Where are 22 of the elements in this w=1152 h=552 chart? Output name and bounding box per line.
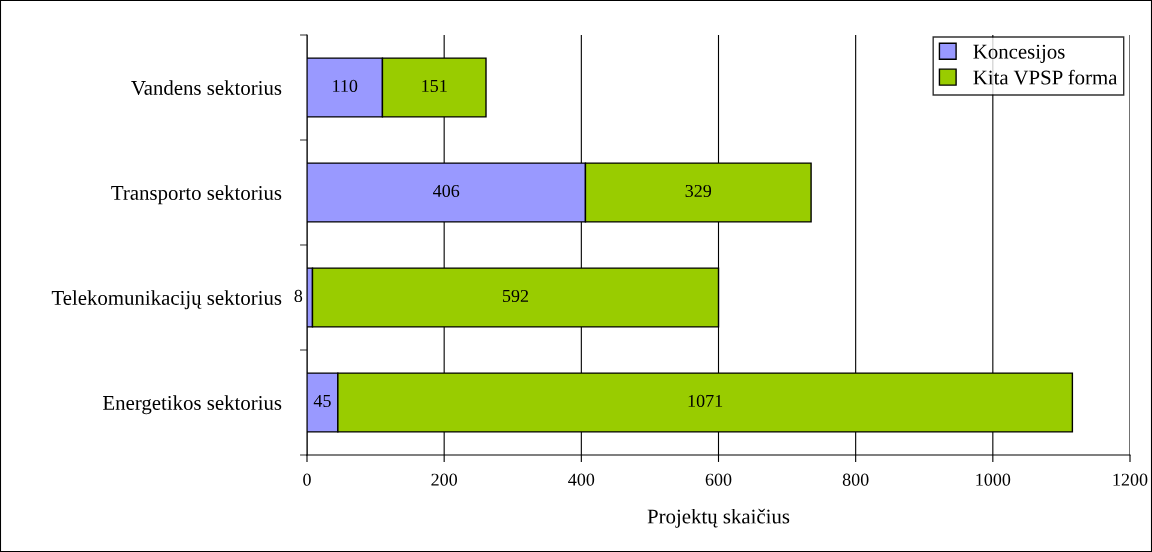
data-label: 110 [333, 79, 358, 93]
data-label: 592 [503, 289, 529, 303]
data-label: 406 [433, 184, 460, 198]
y-tick-label: Energetikos sektorius [103, 395, 282, 415]
x-tick-label: 0 [303, 473, 311, 486]
x-tick-label: 400 [568, 473, 595, 486]
legend-label: Koncesijos [973, 44, 1065, 63]
x-tick-label: 600 [705, 473, 732, 486]
data-label: 45 [313, 394, 331, 408]
x-tick-label: 1000 [976, 473, 1011, 486]
data-label: 329 [685, 184, 712, 198]
x-tick-label: 200 [431, 473, 458, 486]
data-label: 8 [294, 289, 303, 303]
y-tick-label: Vandens sektorius [131, 80, 282, 96]
x-axis-title: Projektų skaičius [647, 508, 790, 528]
y-tick-label: Telekomunikacijų sektorius [51, 290, 282, 310]
legend-label: Kita VPSP forma [973, 69, 1118, 85]
data-label: 151 [422, 79, 447, 93]
data-label: 1071 [688, 394, 723, 408]
x-tick-label: 800 [842, 473, 869, 486]
y-tick-label: Transporto sektorius [111, 185, 282, 205]
x-tick-label: 1200 [1113, 473, 1148, 486]
